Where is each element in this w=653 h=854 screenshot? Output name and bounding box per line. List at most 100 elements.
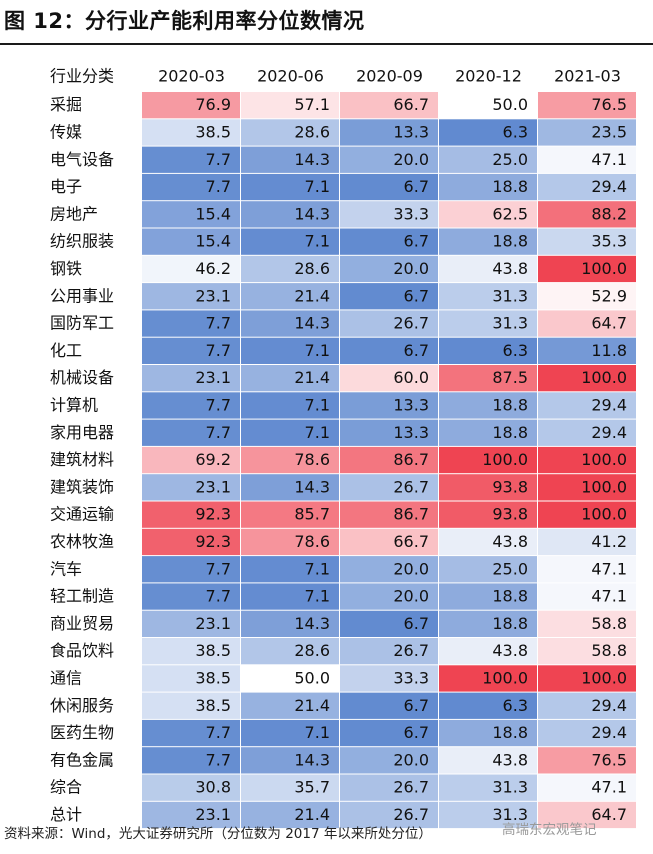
heatmap-cell [241,392,339,419]
heatmap-cell [142,774,240,801]
cell-value: 25.0 [492,150,528,169]
row-label: 电气设备 [50,150,114,169]
heatmap-cell [538,801,636,829]
cell-value: 7.1 [305,177,330,196]
cell-value: 11.8 [591,341,627,360]
heatmap-cell [340,801,438,829]
cell-value: 23.1 [195,368,231,387]
cell-value: 14.3 [294,150,330,169]
column-header-2021-03: 2021-03 [554,67,621,86]
cell-value: 29.4 [591,423,627,442]
cell-value: 30.8 [195,778,231,797]
heatmap-cell [241,365,339,392]
cell-value: 6.3 [503,696,528,715]
cell-value: 62.5 [492,204,528,223]
cell-value: 13.3 [393,395,429,414]
heatmap-cell [142,365,240,392]
heatmap-cell [439,337,537,364]
cell-value: 100.0 [581,368,627,387]
cell-value: 38.5 [195,641,231,660]
heatmap-cell [439,392,537,419]
heatmap-cell [538,173,636,201]
heatmap-cell [241,310,339,337]
cell-value: 6.3 [503,122,528,141]
cell-value: 7.1 [305,559,330,578]
cell-value: 28.6 [294,122,330,141]
cell-value: 7.7 [206,314,231,333]
cell-value: 58.8 [591,641,627,660]
heatmap-cell [142,337,240,364]
corner-label: 行业分类 [50,67,114,86]
cell-value: 41.2 [591,532,627,551]
cell-value: 18.8 [492,177,528,196]
cell-value: 78.6 [294,532,330,551]
cell-value: 66.7 [393,95,429,114]
cell-value: 57.1 [294,95,330,114]
heatmap-cell [241,201,339,228]
cell-value: 18.8 [492,587,528,606]
cell-value: 92.3 [195,505,231,524]
cell-value: 15.4 [195,232,231,251]
heatmap-cell [241,719,339,747]
cell-value: 47.1 [591,150,627,169]
heatmap-cell [439,228,537,255]
heatmap-cell [439,774,537,801]
heatmap-cell [439,665,537,692]
row-label: 电子 [50,177,82,196]
row-label: 休闲服务 [50,696,114,715]
heatmap-cell [439,474,537,501]
cell-value: 20.0 [393,259,429,278]
heatmap-cell [142,310,240,337]
column-header-2020-03: 2020-03 [158,67,225,86]
row-label: 机械设备 [50,368,114,387]
heatmap-cell [241,583,339,610]
cell-value: 14.3 [294,750,330,769]
heatmap-cell [538,501,636,528]
row-label: 总计 [50,805,82,824]
heatmap-cell [439,556,537,583]
cell-value: 6.7 [404,286,429,305]
cell-value: 14.3 [294,204,330,223]
heatmap-cell [142,392,240,419]
cell-value: 20.0 [393,559,429,578]
row-label: 传媒 [50,122,82,141]
heatmap-cell [241,173,339,201]
cell-value: 7.7 [206,150,231,169]
heatmap-cell [538,474,636,501]
cell-value: 43.8 [492,532,528,551]
heatmap-cell [340,692,438,719]
heatmap-cell [340,610,438,637]
cell-value: 20.0 [393,587,429,606]
cell-value: 43.8 [492,641,528,660]
cell-value: 35.7 [294,778,330,797]
cell-value: 52.9 [591,286,627,305]
heatmap-cell [340,419,438,446]
heatmap-cell [340,173,438,201]
heatmap-cell [538,665,636,692]
heatmap-cell [538,255,636,283]
heatmap-cell [142,92,240,119]
heatmap-cell [340,255,438,283]
heatmap-cell [241,528,339,556]
cell-value: 6.7 [404,723,429,742]
cell-value: 100.0 [581,259,627,278]
heatmap-cell [439,92,537,119]
heatmap-cell [142,719,240,747]
heatmap-cell [340,665,438,692]
heatmap-cell [538,92,636,119]
heatmap-cell [538,392,636,419]
cell-value: 92.3 [195,532,231,551]
heatmap-cell [241,747,339,774]
cell-value: 25.0 [492,559,528,578]
row-label: 公用事业 [50,286,114,305]
heatmap-cell [538,719,636,747]
cell-value: 7.1 [305,232,330,251]
row-label: 医药生物 [50,723,114,742]
row-label: 国防军工 [50,314,114,333]
cell-value: 7.1 [305,723,330,742]
heatmap-cell [142,801,240,829]
cell-value: 47.1 [591,778,627,797]
heatmap-cell [538,638,636,665]
cell-value: 15.4 [195,204,231,223]
heatmap-cell [439,201,537,228]
